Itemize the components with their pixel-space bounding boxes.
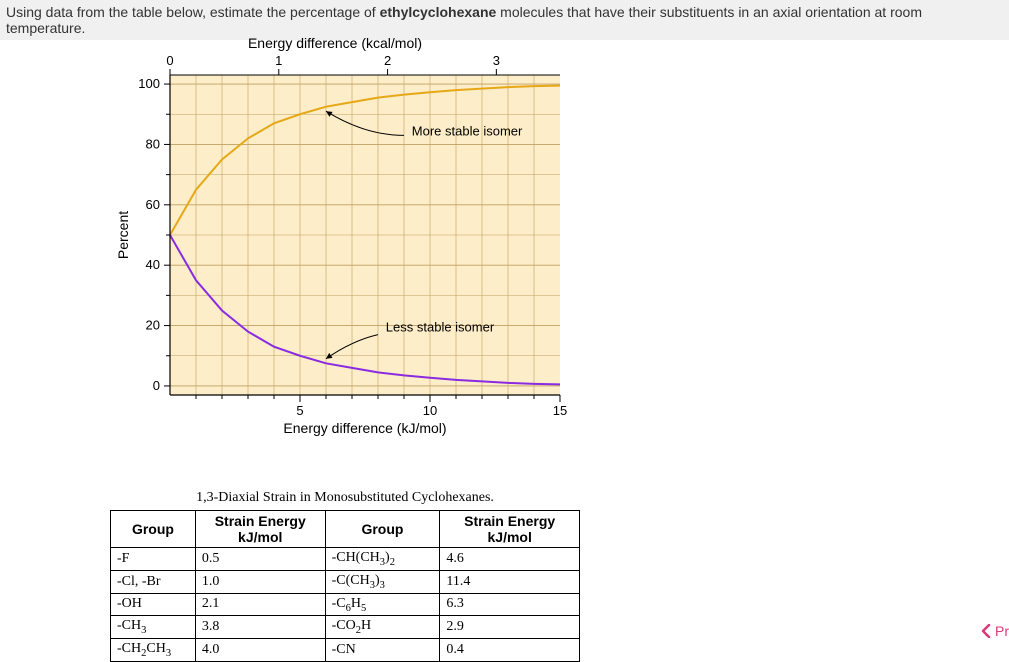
table-cell: 6.3 [440,593,580,616]
table-cell: 11.4 [440,570,580,593]
top-tick-label: 1 [275,53,282,68]
table-caption: 1,3-Diaxial Strain in Monosubstituted Cy… [110,490,580,506]
annotation-less-stable: Less stable isomer [386,320,495,335]
bottom-tick-label: 15 [553,403,567,418]
table-cell: 4.6 [440,548,580,571]
table-cell: -C6H5 [325,593,440,616]
y-tick-label: 20 [146,318,160,333]
strain-table-container: 1,3-Diaxial Strain in Monosubstituted Cy… [110,490,580,662]
y-tick-label: 0 [153,378,160,393]
previous-label: Pr [995,623,1009,639]
table-row: -CH33.8-CO2H2.9 [111,616,580,639]
table-row: -OH2.1-C6H56.3 [111,593,580,616]
top-tick-label: 3 [493,53,500,68]
table-cell: -Cl, -Br [111,570,196,593]
table-cell: -CN [325,639,440,662]
y-axis-label: Percent [115,211,131,259]
question-prefix: Using data from the table below, estimat… [6,4,380,20]
question-bold: ethylcyclohexane [380,4,497,20]
y-tick-label: 100 [138,76,160,91]
table-row: -CH2CH34.0-CN0.4 [111,639,580,662]
table-cell: 0.4 [440,639,580,662]
annotation-more-stable: More stable isomer [412,123,523,138]
table-cell: -CH2CH3 [111,639,196,662]
table-cell: -CO2H [325,616,440,639]
table-row: -Cl, -Br1.0-C(CH3)311.4 [111,570,580,593]
y-tick-label: 60 [146,197,160,212]
table-cell: 2.1 [195,593,325,616]
table-cell: -C(CH3)3 [325,570,440,593]
chart-svg: Energy difference (kcal/mol)020406080100… [110,30,590,450]
table-header: Group [111,511,196,548]
top-axis-label: Energy difference (kcal/mol) [248,35,422,51]
strain-table: GroupStrain Energy kJ/molGroupStrain Ene… [110,510,580,662]
table-cell: 2.9 [440,616,580,639]
table-header-row: GroupStrain Energy kJ/molGroupStrain Ene… [111,511,580,548]
y-tick-label: 80 [146,136,160,151]
y-tick-label: 40 [146,257,160,272]
table-header: Strain Energy kJ/mol [440,511,580,548]
table-body: -F0.5-CH(CH3)24.6-Cl, -Br1.0-C(CH3)311.4… [111,548,580,662]
table-cell: -OH [111,593,196,616]
table-cell: -CH(CH3)2 [325,548,440,571]
table-row: -F0.5-CH(CH3)24.6 [111,548,580,571]
table-cell: 4.0 [195,639,325,662]
table-cell: -CH3 [111,616,196,639]
table-header: Strain Energy kJ/mol [195,511,325,548]
table-cell: -F [111,548,196,571]
bottom-axis-label: Energy difference (kJ/mol) [283,420,446,436]
equilibrium-chart: Energy difference (kcal/mol)020406080100… [110,30,590,430]
top-tick-label: 0 [166,53,173,68]
bottom-tick-label: 10 [423,403,437,418]
chevron-left-icon [979,624,993,638]
table-header: Group [325,511,440,548]
table-cell: 0.5 [195,548,325,571]
previous-button[interactable]: Pr [979,623,1009,639]
bottom-tick-label: 5 [296,403,303,418]
table-cell: 1.0 [195,570,325,593]
table-cell: 3.8 [195,616,325,639]
top-tick-label: 2 [384,53,391,68]
